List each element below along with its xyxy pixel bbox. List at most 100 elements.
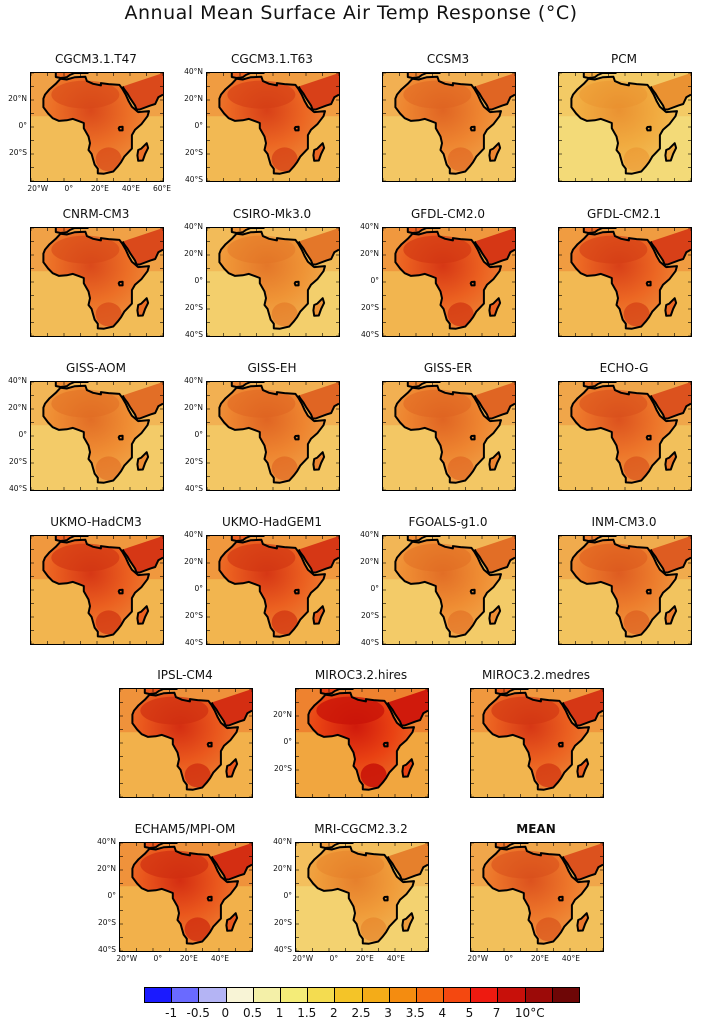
temperature-map	[206, 227, 340, 337]
europe-coastline	[54, 73, 89, 79]
africa-coastline	[570, 75, 678, 175]
latitude-tick-label: 40°S	[8, 484, 27, 493]
madagascar-coastline	[488, 605, 502, 625]
africa-warming-field	[219, 231, 325, 329]
arabia-coastline	[297, 394, 339, 420]
madagascar-coastline	[488, 142, 502, 162]
latitude-tick-label: 20°N	[273, 864, 292, 873]
lake-victoria-outline	[117, 280, 124, 287]
latitude-tick-label: 20°S	[184, 303, 203, 312]
europe-coastline	[230, 228, 265, 234]
longitude-tick-label: 0°	[504, 954, 514, 963]
latitude-tick-label: 40°S	[184, 175, 203, 184]
africa-coastline	[482, 691, 590, 791]
longitude-tick-label: 40°E	[386, 954, 405, 963]
madagascar-coastline	[312, 297, 326, 317]
longitude-tick-label: 20°W	[27, 184, 49, 193]
southern-africa-hotspot	[271, 147, 298, 172]
arabia-coastline	[297, 240, 339, 266]
temperature-map	[30, 535, 164, 645]
latitude-tick-label: 20°N	[8, 94, 27, 103]
lake-victoria-outline	[206, 741, 213, 748]
colorbar-swatch	[498, 988, 526, 1002]
colorbar-label: 1	[275, 1006, 284, 1020]
madagascar-coastline	[664, 605, 678, 625]
sahara-hotspot	[403, 80, 472, 109]
africa-coastline	[570, 384, 678, 484]
latitude-tick-label: 20°S	[273, 918, 292, 927]
colorbar-label: 4	[438, 1006, 447, 1020]
latitude-tick-label: 20°N	[184, 94, 203, 103]
panel-title: CSIRO-Mk3.0	[232, 207, 312, 221]
europe-coastline	[406, 73, 441, 79]
latitude-tick-label: 0°	[194, 121, 203, 130]
colorbar-label: 7	[492, 1006, 501, 1020]
map-svg	[296, 843, 428, 951]
lake-victoria-outline	[382, 741, 389, 748]
temperature-map	[470, 842, 604, 952]
panel-title: MRI-CGCM2.3.2	[314, 822, 408, 836]
africa-warming-field	[395, 539, 501, 637]
map-svg	[383, 228, 515, 336]
map-svg	[471, 689, 603, 797]
latitude-tick-label: 40°S	[184, 484, 203, 493]
latitude-tick-label: 20°N	[184, 557, 203, 566]
colorbar-swatch	[335, 988, 363, 1002]
colorbar	[144, 987, 580, 1003]
lake-victoria-outline	[293, 588, 300, 595]
arabia-coastline	[121, 240, 163, 266]
latitude-tick-label: 40°N	[184, 530, 203, 539]
latitude-tick-label: 20°S	[360, 303, 379, 312]
panel-title: CGCM3.1.T63	[231, 52, 313, 66]
sahara-hotspot	[51, 543, 120, 572]
europe-coastline	[406, 228, 441, 234]
map-svg	[120, 689, 252, 797]
arabia-coastline	[121, 394, 163, 420]
longitude-tick-label: 20°W	[292, 954, 314, 963]
colorbar-swatch	[172, 988, 200, 1002]
arabia-coastline	[649, 548, 691, 574]
sahara-hotspot	[491, 696, 560, 725]
latitude-tick-label: 20°S	[184, 148, 203, 157]
map-svg	[31, 73, 163, 181]
temperature-map	[206, 535, 340, 645]
longitude-tick-label: 20°E	[355, 954, 374, 963]
map-svg	[296, 689, 428, 797]
sahara-hotspot	[316, 696, 385, 725]
sahara-hotspot	[140, 696, 209, 725]
africa-coastline	[394, 384, 502, 484]
arabia-coastline	[561, 701, 603, 727]
lake-victoria-outline	[293, 125, 300, 132]
arabia-coastline	[473, 240, 515, 266]
temperature-map	[382, 72, 516, 182]
arabia-coastline	[386, 701, 428, 727]
panel-title: CCSM3	[426, 52, 470, 66]
colorbar-swatch	[253, 988, 281, 1002]
latitude-tick-label: 20°S	[273, 764, 292, 773]
europe-coastline	[582, 73, 617, 79]
panel-title: CNRM-CM3	[62, 207, 130, 221]
colorbar-label: 2.5	[351, 1006, 371, 1020]
africa-coastline	[394, 75, 502, 175]
colorbar-label: 3.5	[405, 1006, 425, 1020]
temperature-map	[295, 842, 429, 952]
southern-africa-hotspot	[271, 610, 298, 635]
panel-title: MIROC3.2.hires	[314, 668, 408, 682]
europe-coastline	[582, 536, 617, 542]
madagascar-coastline	[225, 758, 239, 778]
panel-title: GISS-AOM	[66, 361, 126, 375]
southern-africa-hotspot	[623, 302, 650, 327]
southern-africa-hotspot	[447, 610, 474, 635]
panel-title: GFDL-CM2.1	[586, 207, 662, 221]
africa-coastline	[570, 538, 678, 638]
sahara-hotspot	[227, 389, 296, 418]
panel-title: MIROC3.2.medres	[482, 668, 590, 682]
sahara-hotspot	[491, 850, 560, 879]
madagascar-coastline	[225, 912, 239, 932]
arabia-coastline	[297, 548, 339, 574]
panel-title: IPSL-CM4	[157, 668, 213, 682]
map-svg	[559, 228, 691, 336]
latitude-tick-label: 0°	[107, 891, 116, 900]
longitude-tick-label: 20°E	[530, 954, 549, 963]
map-svg	[559, 382, 691, 490]
